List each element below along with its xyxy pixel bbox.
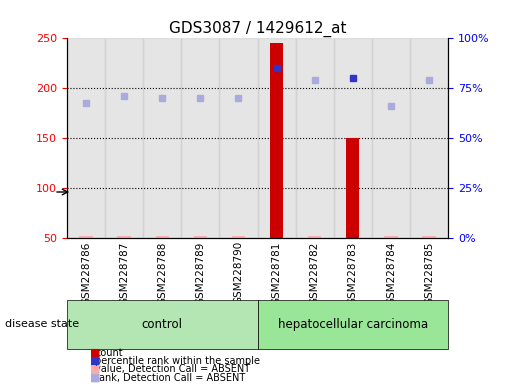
Text: ■: ■ bbox=[90, 356, 100, 366]
FancyBboxPatch shape bbox=[258, 300, 448, 349]
Bar bbox=[372, 38, 410, 238]
Bar bbox=[105, 38, 143, 238]
Text: GSM228781: GSM228781 bbox=[271, 241, 282, 305]
Text: ■: ■ bbox=[90, 348, 100, 358]
Bar bbox=[258, 38, 296, 238]
FancyBboxPatch shape bbox=[67, 300, 258, 349]
Bar bbox=[334, 38, 372, 238]
Bar bbox=[143, 38, 181, 238]
Text: control: control bbox=[142, 318, 183, 331]
Text: GSM228789: GSM228789 bbox=[195, 241, 205, 305]
Bar bbox=[296, 38, 334, 238]
Text: count: count bbox=[95, 348, 123, 358]
Text: ■: ■ bbox=[90, 364, 100, 374]
Bar bbox=[117, 236, 131, 238]
Text: GSM228788: GSM228788 bbox=[157, 241, 167, 305]
Text: GSM228784: GSM228784 bbox=[386, 241, 396, 305]
Text: percentile rank within the sample: percentile rank within the sample bbox=[95, 356, 260, 366]
Text: GSM228787: GSM228787 bbox=[119, 241, 129, 305]
Text: GSM228783: GSM228783 bbox=[348, 241, 358, 305]
Title: GDS3087 / 1429612_at: GDS3087 / 1429612_at bbox=[169, 21, 346, 37]
Text: hepatocellular carcinoma: hepatocellular carcinoma bbox=[278, 318, 428, 331]
Bar bbox=[384, 236, 398, 238]
Bar bbox=[270, 43, 283, 238]
Text: disease state: disease state bbox=[5, 319, 79, 329]
Text: GSM228785: GSM228785 bbox=[424, 241, 434, 305]
Text: GSM228782: GSM228782 bbox=[310, 241, 320, 305]
Text: value, Detection Call = ABSENT: value, Detection Call = ABSENT bbox=[95, 364, 250, 374]
Bar bbox=[346, 138, 359, 238]
Text: GSM228790: GSM228790 bbox=[233, 241, 244, 305]
Bar bbox=[422, 236, 436, 238]
Bar bbox=[410, 38, 448, 238]
Bar bbox=[67, 38, 105, 238]
Text: GSM228786: GSM228786 bbox=[81, 241, 91, 305]
Bar bbox=[194, 236, 207, 238]
Bar bbox=[181, 38, 219, 238]
Bar bbox=[232, 236, 245, 238]
Bar bbox=[308, 236, 321, 238]
Text: rank, Detection Call = ABSENT: rank, Detection Call = ABSENT bbox=[95, 373, 246, 383]
Bar bbox=[156, 236, 169, 238]
Bar bbox=[219, 38, 258, 238]
Bar bbox=[79, 236, 93, 238]
Text: ■: ■ bbox=[90, 373, 100, 383]
